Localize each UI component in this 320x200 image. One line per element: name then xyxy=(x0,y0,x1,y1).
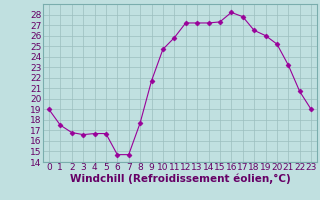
X-axis label: Windchill (Refroidissement éolien,°C): Windchill (Refroidissement éolien,°C) xyxy=(70,174,290,184)
